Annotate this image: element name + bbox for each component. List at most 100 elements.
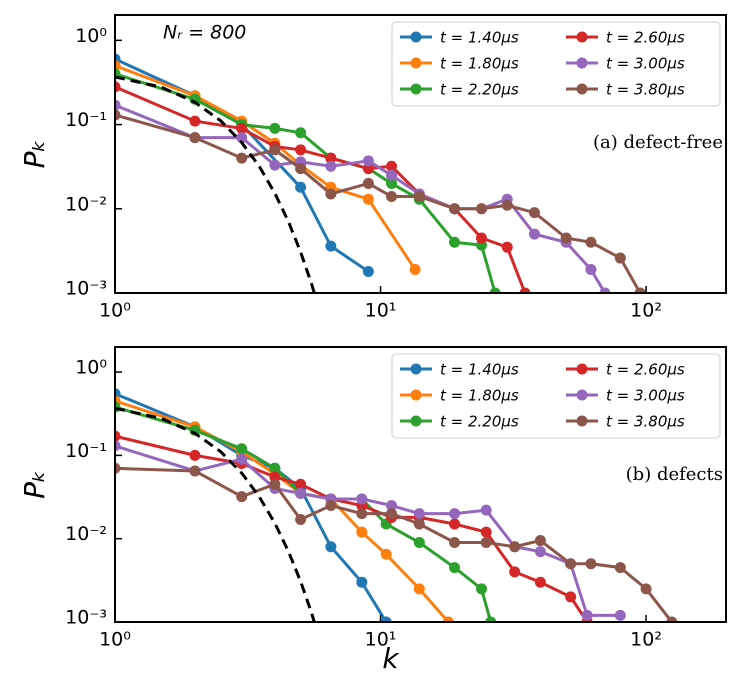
legend-label: t = 3.80μs — [606, 81, 685, 99]
line — [115, 406, 316, 622]
legend-marker — [410, 31, 422, 43]
marker — [325, 160, 337, 172]
marker — [362, 177, 374, 189]
marker — [528, 228, 540, 240]
legend-marker — [576, 31, 588, 43]
panel-label: (a) defect-free — [593, 132, 723, 153]
marker — [295, 487, 307, 499]
marker — [189, 132, 201, 144]
axes-frame — [114, 346, 727, 623]
legend-label: t = 1.80μs — [440, 55, 519, 73]
y-tick-label: 10⁰ — [75, 25, 107, 47]
marker — [325, 240, 337, 252]
plot-area — [115, 53, 646, 293]
marker — [480, 526, 492, 538]
legend-label: t = 2.60μs — [606, 29, 685, 47]
marker — [269, 144, 281, 156]
y-tick-label: 10⁻¹ — [65, 109, 107, 131]
marker — [509, 541, 521, 553]
legend-label: t = 2.20μs — [440, 81, 519, 99]
y-tick-label: 10⁰ — [75, 357, 107, 379]
marker — [236, 152, 248, 164]
marker — [115, 440, 121, 452]
marker — [115, 430, 121, 442]
marker — [189, 449, 201, 461]
y-tick-label: 10⁻³ — [65, 278, 107, 300]
marker — [475, 232, 487, 244]
marker — [386, 169, 398, 181]
marker — [413, 518, 425, 530]
marker — [475, 583, 487, 595]
marker — [585, 558, 597, 570]
marker — [325, 152, 337, 164]
marker — [380, 616, 392, 622]
marker — [356, 508, 368, 520]
marker — [115, 462, 121, 474]
y-tick-label: 10⁻² — [65, 523, 107, 545]
legend-label: t = 3.00μs — [606, 387, 685, 405]
marker — [489, 287, 501, 293]
marker — [356, 526, 368, 538]
marker — [501, 241, 513, 253]
marker — [449, 203, 461, 215]
legend-marker — [576, 389, 588, 401]
line — [115, 72, 497, 293]
marker — [485, 616, 497, 622]
marker — [480, 504, 492, 516]
marker — [236, 443, 248, 455]
marker — [519, 287, 531, 293]
legend-label: t = 3.00μs — [606, 55, 685, 73]
marker — [269, 159, 281, 171]
marker — [501, 199, 513, 211]
marker — [386, 160, 398, 172]
marker — [449, 518, 461, 530]
marker — [442, 616, 454, 622]
marker — [413, 537, 425, 549]
marker — [409, 264, 421, 276]
marker — [362, 193, 374, 205]
marker — [560, 232, 572, 244]
marker — [356, 576, 368, 588]
marker — [362, 155, 374, 167]
marker — [295, 163, 307, 175]
marker — [413, 190, 425, 202]
marker — [449, 236, 461, 248]
marker — [115, 60, 121, 72]
x-tick-label: 10² — [630, 300, 662, 322]
line — [115, 466, 673, 622]
marker — [325, 188, 337, 200]
marker — [634, 287, 646, 293]
legend-marker — [410, 415, 422, 427]
marker — [666, 616, 678, 622]
legend-label: t = 1.80μs — [440, 387, 519, 405]
x-tick-label: 10¹ — [365, 300, 397, 322]
marker — [295, 127, 307, 139]
legend-marker — [576, 363, 588, 375]
marker — [269, 462, 281, 474]
marker — [449, 508, 461, 520]
line — [115, 434, 589, 622]
line — [115, 75, 316, 293]
line — [115, 103, 607, 293]
marker — [115, 99, 121, 111]
marker — [295, 478, 307, 490]
marker — [449, 537, 461, 549]
marker — [386, 508, 398, 520]
marker — [534, 576, 546, 588]
marker — [295, 513, 307, 525]
marker — [269, 122, 281, 134]
marker — [449, 562, 461, 574]
x-axis-label: k — [382, 642, 400, 675]
x-tick-label: 10⁰ — [99, 629, 131, 651]
marker — [380, 548, 392, 560]
marker — [640, 583, 652, 595]
y-axis-label: Pₖ — [18, 470, 51, 499]
marker — [585, 264, 597, 276]
marker — [356, 493, 368, 505]
marker — [115, 81, 121, 93]
legend-marker — [576, 57, 588, 69]
marker — [362, 266, 374, 278]
marker — [475, 203, 487, 215]
marker — [236, 491, 248, 503]
